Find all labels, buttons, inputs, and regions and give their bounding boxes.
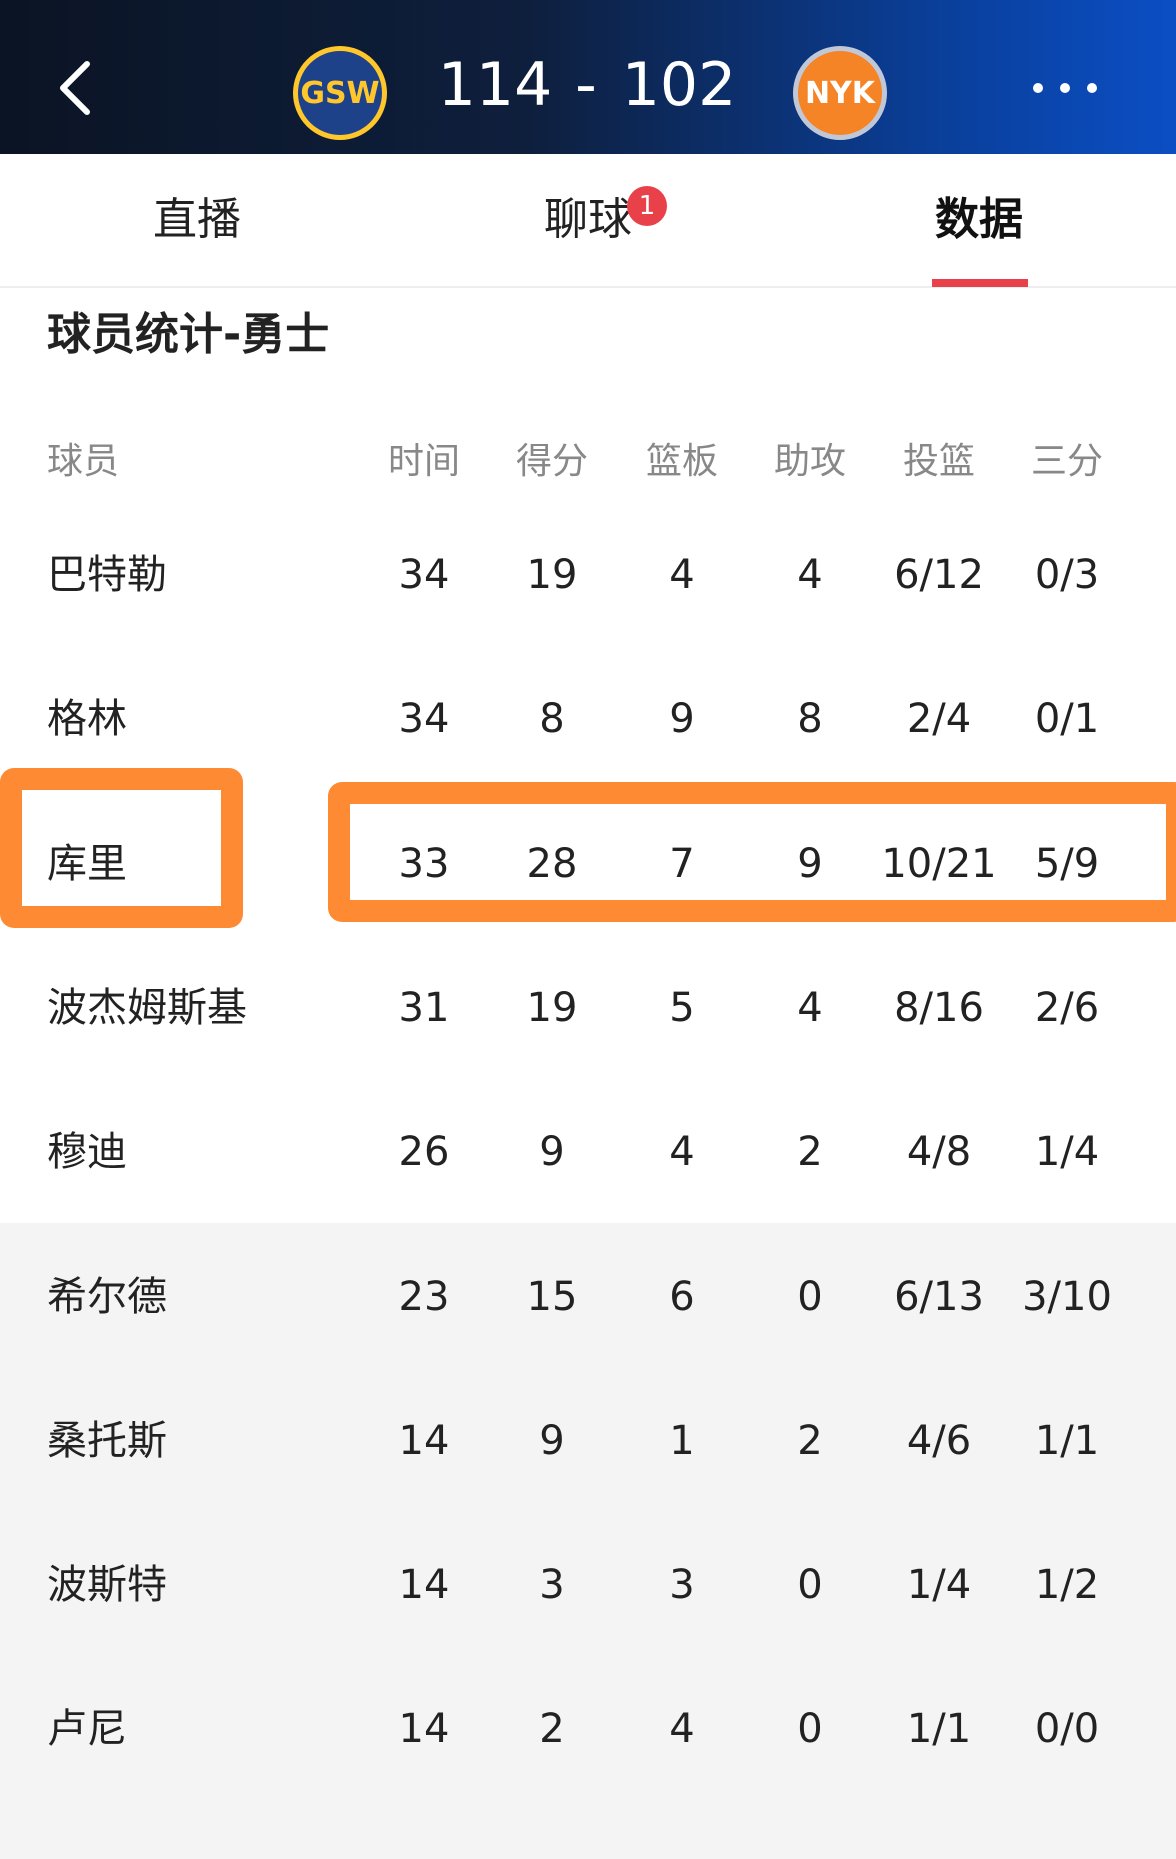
bench-background bbox=[0, 1223, 1176, 1859]
stat-cell: 1/4 bbox=[906, 1562, 972, 1609]
player-name: 格林 bbox=[47, 696, 127, 743]
stat-cell: 4 bbox=[669, 552, 695, 598]
back-button[interactable] bbox=[55, 60, 95, 116]
stat-cell: 7 bbox=[669, 840, 695, 887]
away-logo: NYK bbox=[793, 46, 887, 140]
stat-cell: 9 bbox=[669, 696, 695, 743]
stat-cell: 28 bbox=[526, 840, 578, 887]
stat-cell: 19 bbox=[526, 984, 578, 1031]
tab-divider bbox=[0, 286, 1176, 288]
stat-cell: 2 bbox=[797, 1417, 823, 1464]
stat-cell: 5 bbox=[669, 984, 695, 1031]
stat-cell: 3 bbox=[669, 1562, 695, 1609]
stat-cell: 0/0 bbox=[1034, 1706, 1100, 1753]
player-name: 库里 bbox=[47, 840, 127, 887]
stat-cell: 6/13 bbox=[894, 1273, 984, 1320]
home-score: 114 bbox=[437, 50, 553, 120]
stat-cell: 0/1 bbox=[1034, 696, 1100, 743]
stat-cell: 10/21 bbox=[881, 840, 997, 887]
highlight-box bbox=[0, 768, 243, 928]
column-header: 时间 bbox=[387, 441, 460, 482]
stat-cell: 4 bbox=[669, 1706, 695, 1753]
stat-cell: 3 bbox=[539, 1562, 565, 1609]
stat-cell: 4 bbox=[669, 1129, 695, 1176]
stat-cell: 1/2 bbox=[1034, 1562, 1100, 1609]
stat-cell: 19 bbox=[526, 552, 578, 598]
stat-cell: 23 bbox=[398, 1273, 450, 1320]
stat-cell: 34 bbox=[398, 552, 450, 598]
score-separator: - bbox=[575, 50, 597, 120]
column-header: 三分 bbox=[1030, 441, 1103, 482]
player-name: 桑托斯 bbox=[47, 1417, 167, 1464]
column-header: 得分 bbox=[515, 441, 588, 482]
stat-cell: 2 bbox=[797, 1129, 823, 1176]
stat-cell: 0 bbox=[797, 1273, 823, 1320]
tab[interactable]: 直播 bbox=[153, 194, 241, 245]
stat-cell: 8/16 bbox=[894, 984, 984, 1031]
tab-indicator bbox=[932, 279, 1028, 287]
stat-cell: 26 bbox=[398, 1129, 450, 1176]
stat-cell: 4 bbox=[797, 552, 823, 598]
tab[interactable]: 聊球 bbox=[544, 194, 632, 245]
stat-cell: 1 bbox=[669, 1417, 695, 1464]
stat-cell: 5/9 bbox=[1034, 840, 1100, 887]
player-name: 希尔德 bbox=[47, 1273, 167, 1320]
stat-cell: 1/1 bbox=[1034, 1417, 1100, 1464]
stat-cell: 14 bbox=[398, 1706, 450, 1753]
stat-cell: 0 bbox=[797, 1562, 823, 1609]
stat-cell: 9 bbox=[539, 1129, 565, 1176]
player-name: 波杰姆斯基 bbox=[47, 984, 247, 1031]
column-header: 投篮 bbox=[902, 441, 975, 482]
stat-cell: 0/3 bbox=[1034, 552, 1100, 598]
column-header: 球员 bbox=[47, 441, 120, 482]
highlight-box bbox=[328, 782, 1176, 922]
badge: 1 bbox=[627, 186, 667, 226]
column-header: 助攻 bbox=[773, 441, 846, 482]
stat-cell: 4/8 bbox=[906, 1129, 972, 1176]
tab[interactable]: 数据 bbox=[935, 194, 1023, 245]
stat-cell: 0 bbox=[797, 1706, 823, 1753]
player-name: 穆迪 bbox=[47, 1129, 127, 1176]
stat-cell: 8 bbox=[539, 696, 565, 743]
stat-cell: 3/10 bbox=[1022, 1273, 1112, 1320]
stat-cell: 31 bbox=[398, 984, 450, 1031]
stat-cell: 4 bbox=[797, 984, 823, 1031]
stat-cell: 4/6 bbox=[906, 1417, 972, 1464]
header-bar: GSW 114 - 102 NYK bbox=[0, 0, 1176, 154]
player-name: 卢尼 bbox=[47, 1706, 127, 1753]
stat-cell: 9 bbox=[797, 840, 823, 887]
more-button[interactable] bbox=[1030, 78, 1100, 98]
column-header: 篮板 bbox=[645, 441, 718, 482]
stat-cell: 6 bbox=[669, 1273, 695, 1320]
section-title: 球员统计-勇士 bbox=[47, 309, 330, 360]
home-logo: GSW bbox=[293, 46, 387, 140]
stat-cell: 14 bbox=[398, 1417, 450, 1464]
player-name: 波斯特 bbox=[47, 1562, 167, 1609]
stat-cell: 1/1 bbox=[906, 1706, 972, 1753]
stat-cell: 6/12 bbox=[894, 552, 984, 598]
away-score: 102 bbox=[621, 50, 737, 120]
stat-cell: 8 bbox=[797, 696, 823, 743]
stat-cell: 2 bbox=[539, 1706, 565, 1753]
stat-cell: 1/4 bbox=[1034, 1129, 1100, 1176]
stat-cell: 15 bbox=[526, 1273, 578, 1320]
stat-cell: 14 bbox=[398, 1562, 450, 1609]
stat-cell: 2/4 bbox=[906, 696, 972, 743]
stat-cell: 2/6 bbox=[1034, 984, 1100, 1031]
player-name: 巴特勒 bbox=[47, 552, 167, 598]
stat-cell: 9 bbox=[539, 1417, 565, 1464]
stat-cell: 34 bbox=[398, 696, 450, 743]
stat-cell: 33 bbox=[398, 840, 450, 887]
